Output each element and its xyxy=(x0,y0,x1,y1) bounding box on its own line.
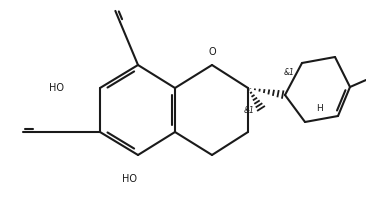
Text: &1: &1 xyxy=(284,68,295,77)
Text: HO: HO xyxy=(49,83,64,93)
Text: O: O xyxy=(208,47,216,57)
Text: &1: &1 xyxy=(244,106,255,115)
Text: HO: HO xyxy=(123,174,138,184)
Text: H: H xyxy=(316,104,323,112)
